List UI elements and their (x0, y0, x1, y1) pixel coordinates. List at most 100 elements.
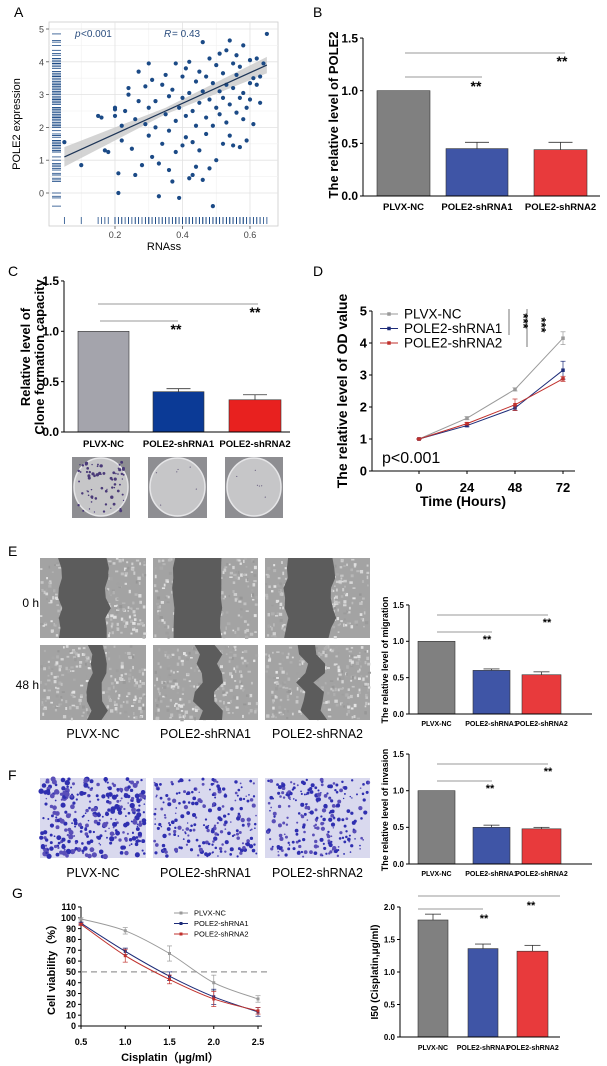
stained-cell (238, 831, 242, 835)
data-point (168, 977, 171, 981)
colony (122, 473, 125, 476)
stained-cell (359, 847, 361, 850)
cell-texture (109, 563, 112, 565)
cell-texture (344, 585, 346, 588)
stained-cell (249, 779, 253, 783)
colony (189, 466, 191, 468)
y-tick-label: 70 (66, 945, 76, 955)
cell-texture (166, 684, 170, 688)
cell-texture (115, 611, 119, 614)
scatter-point (214, 158, 219, 163)
stained-cell (300, 790, 302, 793)
cell-texture (133, 684, 137, 687)
stained-cell (91, 787, 94, 790)
significance-label: ** (486, 783, 495, 795)
cell-texture (254, 631, 257, 633)
cell-texture (40, 581, 44, 584)
stained-cell (350, 779, 354, 782)
cell-texture (84, 674, 87, 678)
cell-texture (250, 681, 253, 685)
cell-texture (65, 645, 69, 648)
cell-texture (283, 623, 286, 626)
stained-cell (161, 843, 166, 848)
cell-texture (340, 595, 344, 598)
y-tick-label: 0.5 (393, 673, 405, 682)
cell-texture (48, 602, 52, 604)
colony (118, 463, 121, 466)
cell-texture (356, 693, 360, 698)
stained-cell (269, 795, 274, 800)
stained-cell (59, 792, 64, 796)
stained-cell (204, 852, 208, 856)
scatter-point (247, 81, 253, 86)
stained-cell (61, 850, 67, 856)
cell-texture (60, 658, 64, 661)
cell-texture (337, 601, 341, 604)
cell-texture (157, 611, 159, 615)
stained-cell (45, 797, 48, 800)
cell-texture (253, 614, 257, 618)
cell-texture (61, 674, 65, 677)
scatter-point (116, 190, 121, 196)
cell-texture (319, 653, 323, 656)
stained-cell (252, 782, 255, 785)
cell-texture (232, 565, 235, 570)
stained-cell (302, 838, 306, 842)
cell-texture (348, 606, 351, 610)
stained-cell (141, 794, 147, 799)
colony (117, 473, 119, 475)
image-caption: POLE2-shRNA2 (272, 866, 363, 880)
cell-texture (46, 696, 50, 700)
cell-texture (229, 576, 233, 578)
data-point (465, 416, 469, 420)
stained-cell (141, 839, 146, 844)
stained-cell (96, 798, 100, 801)
cell-texture (345, 624, 348, 627)
stained-cell (128, 837, 133, 842)
stained-cell (140, 778, 143, 782)
y-tick-label: 30 (66, 989, 76, 999)
cell-texture (243, 703, 247, 706)
colony (90, 488, 93, 491)
cell-texture (160, 600, 164, 604)
cell-texture (346, 665, 349, 669)
cell-texture (335, 703, 339, 707)
stained-cell (194, 801, 199, 806)
cell-texture (338, 677, 342, 680)
cell-texture (105, 621, 108, 625)
y-axis-label: The relative level of POLE2 (326, 32, 341, 199)
cell-texture (234, 630, 237, 634)
cell-texture (56, 687, 60, 690)
p-value: <0.001 (81, 29, 112, 40)
colony (106, 488, 108, 490)
cell-texture (268, 654, 270, 658)
cell-texture (156, 588, 160, 591)
cell-texture (122, 680, 126, 684)
stained-cell (211, 843, 214, 846)
colony (264, 496, 266, 498)
cell-texture (363, 625, 365, 628)
cell-texture (110, 675, 113, 678)
colony (110, 495, 114, 499)
stained-cell (322, 842, 325, 845)
cell-texture (340, 580, 344, 583)
scatter-point (207, 97, 212, 102)
cell-texture (128, 589, 131, 594)
cell-texture (186, 672, 190, 676)
stained-cell (98, 842, 101, 845)
cell-texture (364, 650, 367, 653)
stained-cell (109, 831, 115, 837)
wound-image-48h (265, 645, 371, 721)
data-point (417, 437, 421, 441)
stained-cell (104, 780, 107, 783)
stained-cell (181, 829, 184, 831)
stained-cell (294, 828, 299, 833)
bar (472, 827, 511, 865)
bar (152, 391, 205, 433)
colony (77, 504, 80, 507)
cell-texture (154, 670, 157, 674)
y-tick-label: 2 (360, 400, 367, 415)
cell-texture (142, 623, 145, 627)
colony (78, 480, 80, 483)
cell-texture (58, 626, 62, 629)
